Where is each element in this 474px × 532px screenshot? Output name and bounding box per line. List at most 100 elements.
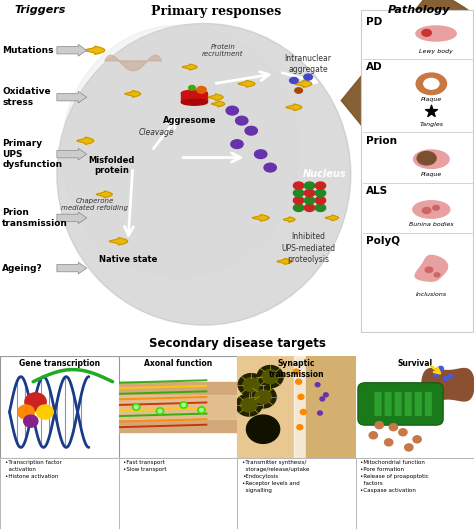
Circle shape [304,197,315,204]
Circle shape [36,405,53,419]
Circle shape [255,150,267,159]
Text: Survival: Survival [397,360,432,369]
Circle shape [424,78,439,89]
Circle shape [264,163,276,172]
Circle shape [304,182,315,189]
Polygon shape [238,80,255,87]
Text: Primary responses: Primary responses [151,5,281,18]
Circle shape [315,197,326,204]
Circle shape [384,439,393,446]
Polygon shape [182,64,197,70]
FancyArrow shape [57,148,87,160]
Polygon shape [97,191,112,197]
Circle shape [156,408,164,414]
Circle shape [240,398,257,412]
Text: Native state: Native state [99,255,157,264]
Circle shape [298,394,304,400]
Polygon shape [325,215,338,221]
Text: Inhibited
UPS-mediated
proteolysis: Inhibited UPS-mediated proteolysis [281,232,335,264]
Ellipse shape [416,26,456,41]
Circle shape [315,383,320,387]
FancyArrow shape [57,44,87,56]
Circle shape [405,444,413,451]
Polygon shape [209,94,223,101]
Text: Nucleus: Nucleus [303,169,346,179]
Circle shape [262,370,279,384]
Circle shape [24,415,38,427]
Text: Aggresome: Aggresome [163,115,216,124]
Text: Ageing?: Ageing? [2,264,43,272]
Polygon shape [277,259,292,264]
Text: Prion
transmission: Prion transmission [2,208,68,228]
Text: Inclusions: Inclusions [416,292,447,296]
Circle shape [238,373,264,396]
Circle shape [425,267,433,272]
Bar [181,93,208,102]
Polygon shape [237,356,299,452]
Circle shape [293,189,304,197]
Circle shape [447,375,453,379]
Text: Intranuclear
aggregate: Intranuclear aggregate [284,54,332,74]
Circle shape [416,73,447,95]
Circle shape [318,411,322,415]
FancyBboxPatch shape [394,392,402,416]
Circle shape [198,407,205,413]
Circle shape [189,86,195,90]
Circle shape [182,403,185,406]
Text: Pathology: Pathology [388,5,451,15]
Circle shape [197,87,206,93]
Circle shape [293,204,304,212]
Circle shape [290,78,298,84]
Circle shape [296,379,301,384]
Circle shape [399,429,407,436]
Polygon shape [295,80,312,87]
Polygon shape [109,238,128,245]
Circle shape [293,197,304,204]
Circle shape [422,29,431,36]
Circle shape [369,432,377,439]
FancyBboxPatch shape [425,392,432,416]
FancyBboxPatch shape [358,383,443,425]
Circle shape [304,189,315,197]
Text: Protein
recruitment: Protein recruitment [202,44,244,57]
Bar [294,356,306,458]
Text: Cleavage: Cleavage [138,128,174,137]
Ellipse shape [413,150,449,169]
Wedge shape [341,0,474,211]
Polygon shape [211,101,225,107]
Polygon shape [125,90,140,97]
Circle shape [304,204,315,212]
Circle shape [135,405,138,409]
Text: ALS: ALS [366,186,388,196]
FancyBboxPatch shape [405,392,412,416]
Circle shape [438,367,444,371]
Circle shape [236,117,248,125]
Circle shape [293,369,299,374]
Circle shape [323,393,328,397]
Polygon shape [85,46,105,54]
Text: Misfolded
protein: Misfolded protein [88,156,135,175]
Circle shape [18,405,35,419]
FancyBboxPatch shape [384,392,392,416]
Text: Secondary disease targets: Secondary disease targets [148,337,326,350]
Circle shape [158,410,162,412]
Circle shape [236,394,262,416]
Circle shape [257,365,283,388]
Text: Plaque: Plaque [421,97,442,102]
Circle shape [231,140,243,148]
Circle shape [320,397,325,401]
Circle shape [226,106,238,115]
Text: Synaptic
transmission: Synaptic transmission [268,360,324,379]
Text: •Mitochondrial function
•Pore formation
•Release of proapoptotic
  factors
•Casp: •Mitochondrial function •Pore formation … [360,460,429,493]
Ellipse shape [413,201,450,218]
Circle shape [25,393,46,411]
Circle shape [315,204,326,212]
Circle shape [246,415,280,443]
Circle shape [297,425,303,430]
Ellipse shape [57,23,351,325]
Circle shape [293,182,304,189]
Text: AD: AD [366,62,383,72]
Point [428,106,435,115]
Circle shape [245,127,257,135]
Circle shape [180,402,188,408]
